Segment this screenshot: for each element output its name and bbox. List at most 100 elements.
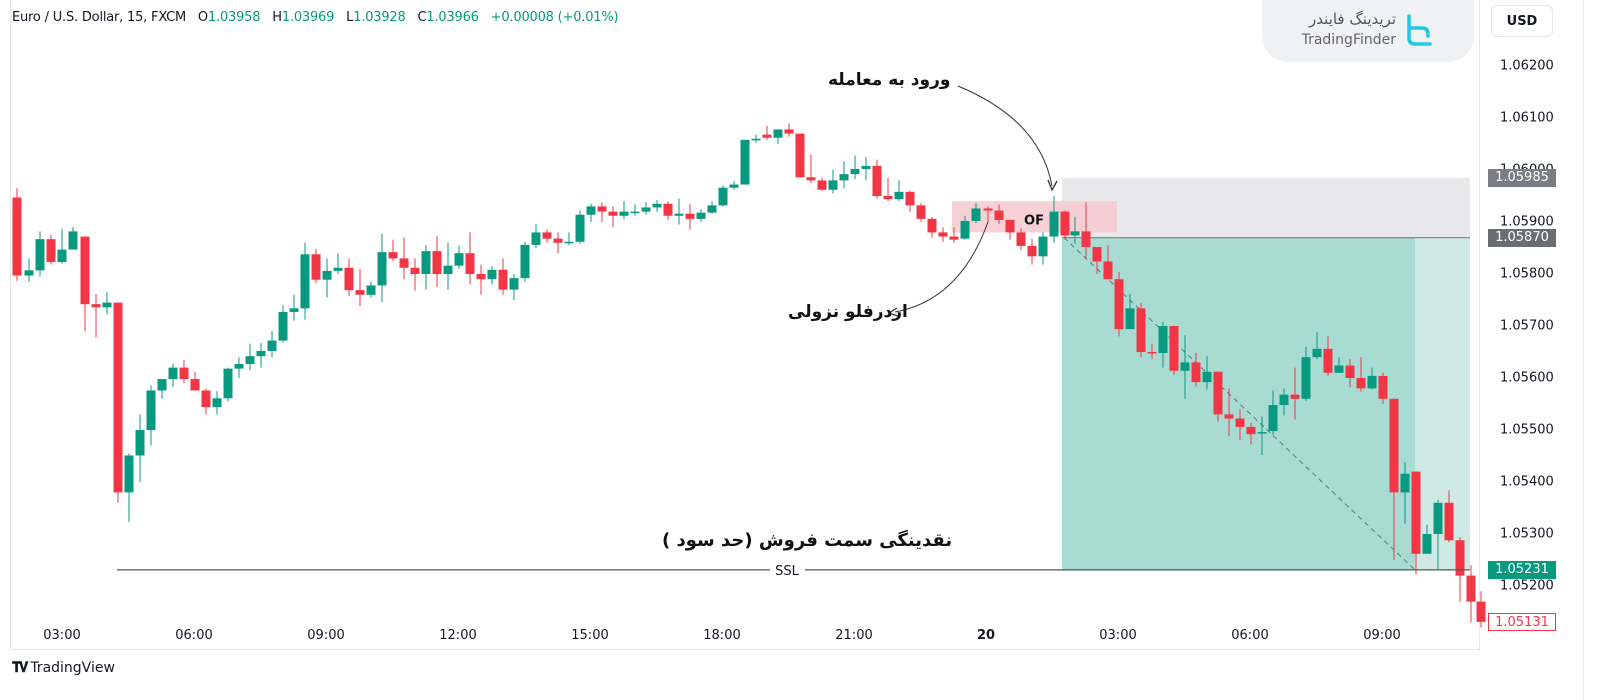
tradingview-logo[interactable]: 𝐓𝐕 TradingView (12, 660, 115, 676)
candle-body (894, 191, 904, 200)
candle-body (278, 311, 288, 341)
candle-body (1180, 362, 1190, 371)
candle-body (1060, 211, 1070, 236)
time-tick: 21:00 (835, 628, 873, 643)
candle-body (905, 191, 915, 206)
time-tick: 09:00 (307, 628, 345, 643)
candle-body (1038, 236, 1048, 257)
candle-body (1169, 326, 1179, 371)
candle-body (1455, 540, 1465, 576)
candle-body (113, 302, 123, 493)
candle-body (575, 214, 585, 242)
candle-body (399, 258, 409, 268)
candle-body (410, 267, 420, 274)
candle-body (146, 390, 156, 430)
candle-body (487, 269, 497, 280)
candle-body (366, 285, 376, 295)
entry-arrow (957, 85, 1053, 187)
candle-body (267, 340, 277, 351)
candle-body (663, 203, 673, 216)
candle-body (35, 239, 45, 271)
candle-body (938, 232, 948, 237)
chart-frame (10, 0, 1480, 650)
candle-body (872, 165, 882, 196)
candle-body (608, 211, 618, 216)
candle-body (1114, 279, 1124, 330)
candle-body (24, 270, 34, 276)
candle-body (949, 236, 959, 240)
candle-body (971, 208, 981, 221)
brand-name-en: TradingFinder (1301, 32, 1396, 48)
candle-body (1433, 502, 1443, 534)
close-label: C (417, 10, 427, 25)
candle-body (454, 253, 464, 266)
candle-body (1290, 394, 1300, 399)
candle-body (1257, 432, 1267, 434)
low-value: 1.03928 (353, 10, 406, 25)
candle-body (1147, 352, 1157, 354)
price-tick: 1.05900 (1500, 214, 1554, 230)
candle-body (68, 231, 78, 250)
candle-body (586, 206, 596, 215)
candle-body (520, 244, 530, 279)
candle-body (1476, 601, 1486, 622)
price-axis[interactable]: 1.062001.061001.060001.059001.058001.057… (1480, 0, 1600, 650)
candle-body (1005, 219, 1015, 233)
candle-body (707, 205, 717, 213)
price-tag: 1.05231 (1488, 560, 1556, 579)
price-tick: 1.05400 (1500, 474, 1554, 490)
candle-body (344, 267, 354, 291)
price-tick: 1.06100 (1500, 110, 1554, 126)
candle-body (1224, 414, 1234, 419)
entry-annotation: ورود به معامله (828, 70, 951, 90)
candle-body (828, 180, 838, 190)
orderflow-arrow-head (887, 307, 899, 317)
candle-body (927, 218, 937, 233)
close-value: 1.03966 (426, 10, 479, 25)
candle-body (564, 241, 574, 244)
brand-name-fa: تریدینگ فایندر (1309, 10, 1396, 28)
candle-body (377, 252, 387, 286)
candle-body (696, 212, 706, 219)
price-tag: 1.05870 (1488, 228, 1556, 247)
candle-body (432, 251, 442, 274)
candle-body (641, 207, 651, 212)
candle-body (751, 138, 761, 141)
candle-body (57, 249, 67, 263)
candle-body (80, 236, 90, 305)
candle-body (1202, 371, 1212, 383)
time-tick: 15:00 (571, 628, 609, 643)
candle-body (916, 205, 926, 219)
candle-body (476, 274, 486, 280)
candle-body (1345, 365, 1355, 378)
candle-body (333, 267, 343, 271)
candle-body (1367, 375, 1377, 389)
candle-body (1268, 405, 1278, 432)
open-value: 1.03958 (207, 10, 261, 25)
price-tag: 1.05131 (1488, 612, 1556, 631)
currency-button[interactable]: USD (1491, 5, 1553, 37)
orderflow-arrow (894, 221, 989, 313)
candle-body (234, 363, 244, 369)
price-tag: 1.05985 (1488, 168, 1556, 187)
candle-body (685, 213, 695, 219)
price-tick: 1.05200 (1500, 578, 1554, 594)
high-label: H (272, 10, 282, 25)
change-value: +0.00008 (+0.01%) (490, 10, 619, 25)
candle-body (289, 308, 299, 312)
candle-body (256, 350, 266, 357)
candle-body (465, 253, 475, 274)
orderflow-label: OF (1024, 213, 1044, 228)
ssl-annotation: نقدینگی سمت فروش (حد سود ) (662, 530, 953, 551)
candle-body (1158, 326, 1168, 354)
candle-body (883, 196, 893, 200)
candle-body (994, 210, 1004, 220)
price-tick: 1.05500 (1500, 422, 1554, 438)
candle-body (1279, 394, 1289, 406)
time-tick: 06:00 (175, 628, 213, 643)
stop-loss-zone (1062, 177, 1470, 238)
time-tick: 20 (976, 628, 996, 643)
candle-body (1016, 232, 1026, 246)
candle-body (1389, 398, 1399, 493)
